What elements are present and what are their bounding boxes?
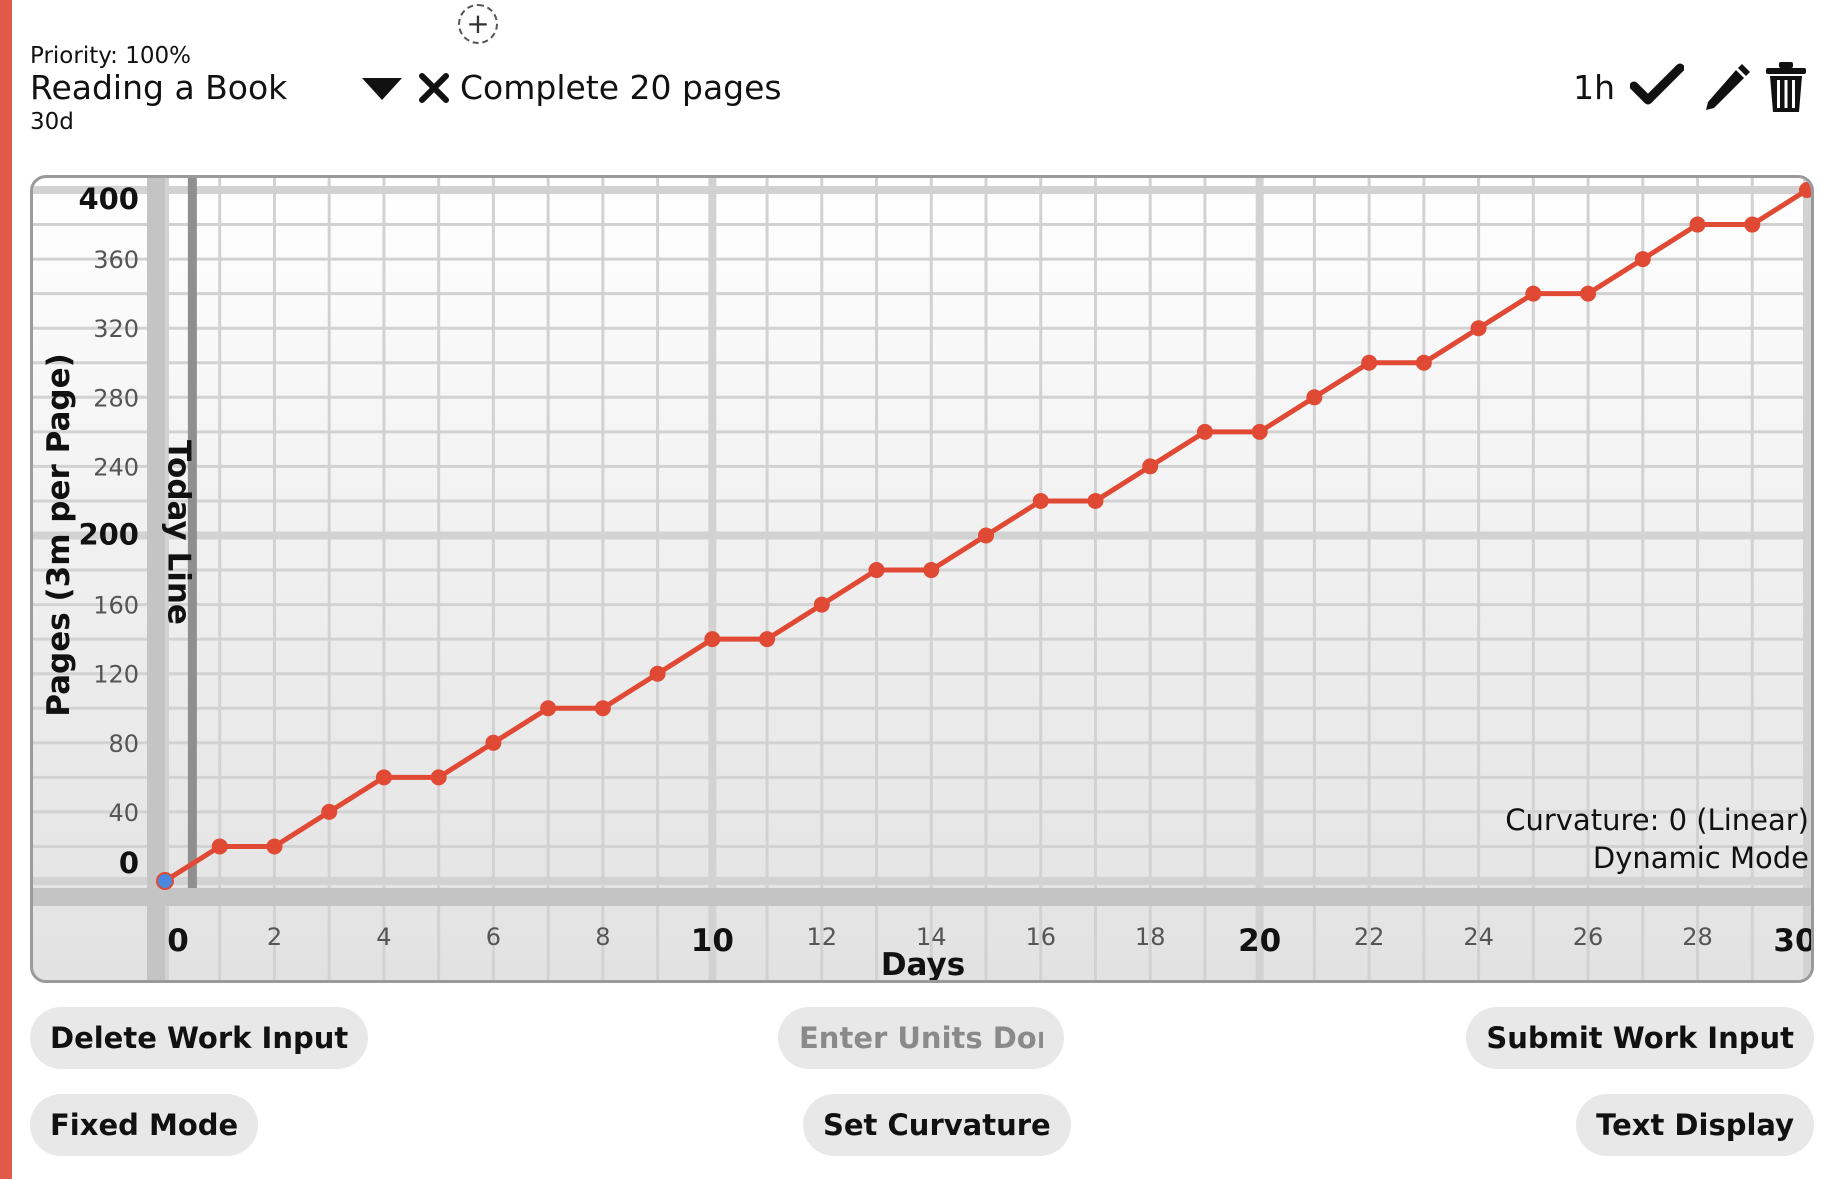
data-point [1032, 492, 1049, 509]
x-tick-label: 4 [376, 923, 391, 951]
pencil-icon [1706, 64, 1750, 110]
progress-graph[interactable]: Today Line 0 40 80 120 160 200 240 280 320 360 400 0… [30, 175, 1814, 983]
x-tick-label: 16 [1025, 923, 1056, 951]
graph-svg[interactable]: Today Line 0 40 80 120 160 200 240 280 320 360 400 0… [33, 178, 1814, 983]
x-tick-label: 28 [1682, 923, 1713, 951]
data-point [1744, 216, 1761, 233]
data-point [1689, 216, 1706, 233]
expand-button[interactable] [362, 78, 402, 106]
data-point [266, 838, 283, 855]
data-point [704, 631, 721, 648]
x-tick-label: 20 [1238, 923, 1281, 959]
data-point [1306, 389, 1323, 406]
add-assignment-button[interactable]: + [458, 4, 498, 44]
time-needed: 1h [1573, 68, 1615, 107]
x-tick-label: 12 [807, 923, 838, 951]
cancel-step-button[interactable] [418, 72, 450, 108]
data-point [375, 769, 392, 786]
y-tick-label: 40 [108, 799, 139, 827]
y-axis-label: Pages (3m per Page) [41, 353, 77, 717]
data-point [1470, 320, 1487, 337]
data-point [540, 700, 557, 717]
data-point [1196, 423, 1213, 440]
x-tick-label: 8 [595, 923, 610, 951]
y-tick-label: 160 [93, 592, 139, 620]
x-tick-label: 6 [486, 923, 501, 951]
x-tick-label: 0 [167, 923, 189, 959]
assignment-title: Reading a Book [30, 68, 288, 107]
data-point [1580, 285, 1597, 302]
data-point [813, 596, 830, 613]
delete-work-input-button[interactable]: Delete Work Input [30, 1007, 369, 1069]
y-tick-label: 240 [93, 453, 139, 481]
y-tick-label: 120 [93, 661, 139, 689]
complete-button[interactable] [1629, 62, 1685, 110]
data-point [430, 769, 447, 786]
delete-button[interactable] [1764, 60, 1808, 118]
data-point [923, 562, 940, 579]
y-axis [147, 178, 165, 980]
edit-button[interactable] [1700, 60, 1750, 116]
data-point [759, 631, 776, 648]
assignment-duration: 30d [30, 109, 74, 135]
x-tick-label: 14 [916, 923, 947, 951]
priority-label: Priority: 100% [30, 43, 191, 69]
data-point [1251, 423, 1268, 440]
mode-label: Dynamic Mode [1593, 841, 1809, 875]
units-done-field[interactable] [778, 1007, 1064, 1069]
y-tick-label: 200 [78, 518, 139, 552]
x-tick-label: 30 [1773, 923, 1814, 959]
x-tick-label: 2 [267, 923, 282, 951]
submit-work-input-button[interactable]: Submit Work Input [1466, 1007, 1814, 1069]
data-point [1799, 182, 1811, 198]
data-point [1142, 458, 1159, 475]
set-curvature-button[interactable]: Set Curvature [803, 1094, 1071, 1156]
data-point [321, 803, 338, 820]
priority-color-bar [0, 0, 12, 1179]
plus-icon: + [466, 7, 490, 40]
x-tick-label: 22 [1354, 923, 1385, 951]
y-tick-label: 80 [108, 730, 139, 758]
data-point [868, 562, 885, 579]
y-tick-label: 320 [93, 315, 139, 343]
x-tick-label: 24 [1463, 923, 1494, 951]
data-point [1361, 354, 1378, 371]
text-display-button[interactable]: Text Display [1576, 1094, 1814, 1156]
fixed-mode-button[interactable]: Fixed Mode [30, 1094, 259, 1156]
data-point [1087, 492, 1104, 509]
today-line-label: Today Line [160, 440, 196, 625]
data-point [649, 665, 666, 682]
x-icon [419, 73, 449, 103]
y-tick-label: 360 [93, 246, 139, 274]
x-axis [33, 888, 1811, 906]
x-axis-label: Days [881, 947, 965, 983]
data-point [1415, 354, 1432, 371]
x-tick-label: 18 [1135, 923, 1166, 951]
data-point [978, 527, 994, 544]
data-point [594, 700, 611, 717]
data-point [485, 734, 502, 751]
next-step-text: Complete 20 pages [460, 68, 782, 107]
data-point [211, 838, 228, 855]
data-point [1525, 285, 1542, 302]
x-tick-label: 26 [1573, 923, 1604, 951]
x-tick-label: 10 [691, 923, 734, 959]
start-point [156, 872, 174, 890]
y-tick-label: 0 [119, 846, 139, 880]
data-point [1634, 251, 1651, 268]
units-done-input[interactable] [797, 1020, 1045, 1056]
curvature-label: Curvature: 0 (Linear) [1505, 803, 1809, 837]
caret-down-icon [362, 78, 402, 100]
y-tick-label: 400 [78, 182, 139, 216]
trash-icon [1766, 62, 1806, 112]
check-icon [1629, 63, 1685, 105]
y-tick-label: 280 [93, 384, 139, 412]
